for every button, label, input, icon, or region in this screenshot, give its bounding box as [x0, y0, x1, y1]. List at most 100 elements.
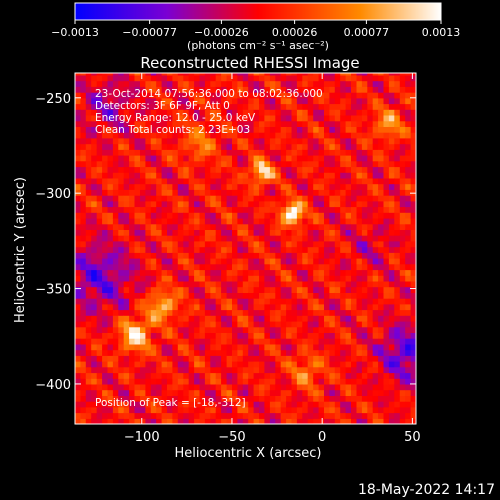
- heatmap-cell: [107, 109, 114, 116]
- heatmap-cell: [167, 389, 173, 396]
- heatmap-cell: [296, 229, 303, 236]
- heatmap-cell: [80, 349, 87, 356]
- heatmap-cell: [324, 240, 330, 248]
- heatmap-cell: [210, 280, 217, 288]
- heatmap-cell: [183, 218, 190, 225]
- heatmap-cell: [221, 109, 228, 116]
- heatmap-cell: [226, 275, 233, 282]
- heatmap-cell: [75, 172, 81, 179]
- heatmap-cell: [340, 160, 347, 168]
- heatmap-cell: [242, 298, 249, 305]
- heatmap-cell: [96, 372, 103, 379]
- heatmap-cell: [183, 73, 190, 76]
- heatmap-cell: [296, 177, 303, 185]
- heatmap-cell: [361, 406, 368, 414]
- heatmap-cell: [150, 212, 157, 219]
- heatmap-cell: [410, 303, 416, 311]
- heatmap-cell: [85, 103, 92, 110]
- heatmap-cell: [221, 332, 228, 339]
- heatmap-cell: [269, 126, 276, 133]
- heatmap-cell: [324, 361, 330, 368]
- heatmap-cell: [226, 366, 233, 374]
- heatmap-cell: [177, 366, 184, 374]
- heatmap-cell: [361, 246, 368, 253]
- heatmap-cell: [345, 332, 352, 339]
- heatmap-cell: [388, 269, 395, 276]
- heatmap-cell: [194, 298, 201, 305]
- heatmap-cell: [221, 366, 228, 374]
- heatmap-cell: [253, 177, 260, 185]
- heatmap-cell: [345, 166, 352, 173]
- heatmap-cell: [361, 332, 368, 339]
- heatmap-cell: [118, 229, 125, 236]
- heatmap-cell: [134, 212, 141, 219]
- heatmap-cell: [259, 315, 265, 322]
- heatmap-cell: [183, 286, 190, 293]
- heatmap-cell: [161, 280, 168, 288]
- heatmap-cell: [237, 80, 244, 87]
- heatmap-cell: [232, 155, 238, 162]
- heatmap-cell: [334, 177, 341, 185]
- heatmap-cell: [96, 115, 103, 122]
- heatmap-cell: [361, 200, 368, 208]
- heatmap-cell: [215, 137, 222, 145]
- heatmap-cell: [253, 298, 260, 305]
- heatmap-cell: [112, 395, 119, 402]
- heatmap-cell: [96, 155, 103, 162]
- heatmap-cell: [334, 412, 341, 419]
- heatmap-cell: [383, 195, 390, 202]
- heatmap-cell: [269, 269, 276, 276]
- heatmap-cell: [102, 206, 109, 213]
- heatmap-cell: [199, 269, 206, 276]
- heatmap-cell: [123, 378, 130, 385]
- heatmap-cell: [248, 103, 255, 110]
- heatmap-cell: [340, 195, 347, 202]
- heatmap-cell: [259, 332, 265, 339]
- heatmap-cell: [264, 115, 271, 122]
- heatmap-cell: [291, 246, 298, 253]
- heatmap-cell: [215, 263, 222, 271]
- heatmap-cell: [405, 183, 412, 190]
- heatmap-cell: [410, 401, 416, 408]
- heatmap-cell: [232, 126, 238, 133]
- heatmap-cell: [313, 92, 320, 99]
- heatmap-cell: [204, 246, 211, 253]
- heatmap-cell: [388, 166, 395, 173]
- heatmap-cell: [161, 349, 168, 356]
- heatmap-cell: [210, 126, 217, 133]
- heatmap-cell: [85, 206, 92, 213]
- heatmap-cell: [91, 269, 98, 276]
- heatmap-cell: [199, 321, 206, 328]
- heatmap-cell: [378, 195, 385, 202]
- heatmap-cell: [172, 292, 179, 299]
- heatmap-cell: [275, 149, 282, 156]
- heatmap-cell: [296, 338, 303, 345]
- heatmap-cell: [156, 355, 163, 362]
- heatmap-cell: [177, 315, 184, 322]
- heatmap-cell: [80, 120, 87, 127]
- heatmap-cell: [248, 137, 255, 145]
- heatmap-cell: [194, 412, 201, 419]
- heatmap-cell: [156, 80, 163, 87]
- heatmap-cell: [383, 263, 390, 271]
- heatmap-cell: [161, 120, 168, 127]
- heatmap-cell: [405, 132, 412, 139]
- heatmap-cell: [313, 195, 320, 202]
- heatmap-cell: [123, 412, 130, 419]
- heatmap-cell: [232, 361, 238, 368]
- plot-frame: [74, 72, 417, 425]
- heatmap-cell: [129, 383, 136, 391]
- heatmap-cell: [248, 155, 255, 162]
- heatmap-cell: [275, 321, 282, 328]
- heatmap-cell: [324, 389, 330, 396]
- heatmap-cell: [80, 86, 87, 93]
- heatmap-cell: [259, 263, 265, 271]
- heatmap-cell: [410, 109, 416, 116]
- heatmap-cell: [324, 378, 330, 385]
- heatmap-cell: [242, 246, 249, 253]
- heatmap-cell: [129, 406, 136, 414]
- heatmap-cell: [383, 315, 390, 322]
- heatmap-cell: [367, 246, 374, 253]
- heatmap-cell: [129, 126, 136, 133]
- heatmap-cell: [394, 149, 401, 156]
